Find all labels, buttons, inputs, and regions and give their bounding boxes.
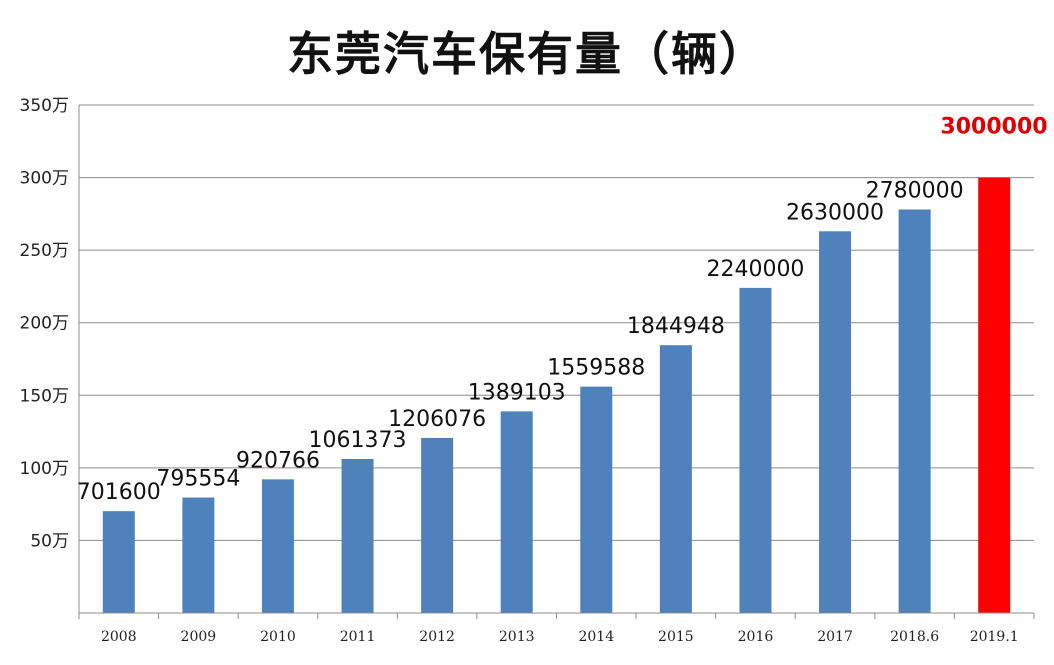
- data-label: 1559588: [547, 356, 645, 381]
- gridlines: [79, 104, 1034, 541]
- y-tick-label: 350万: [20, 96, 69, 116]
- x-tick-label: 2015: [658, 629, 694, 645]
- bar-highlight: [978, 177, 1011, 614]
- x-tick-label: 2011: [340, 629, 376, 645]
- bar: [182, 497, 215, 613]
- bar: [659, 345, 692, 613]
- chart-title: 东莞汽车保有量（辆）: [287, 27, 767, 81]
- y-tick-label: 250万: [20, 241, 69, 261]
- x-tick-label: 2009: [181, 629, 217, 645]
- bar: [500, 411, 533, 613]
- data-label: 1844948: [627, 314, 725, 339]
- data-label: 1061373: [309, 428, 407, 453]
- data-labels: 7016007955549207661061373120607613891031…: [77, 115, 1048, 506]
- x-tick-label: 2014: [578, 629, 614, 645]
- y-tick-label: 200万: [20, 314, 69, 334]
- bar: [421, 437, 454, 613]
- y-tick-label: 150万: [20, 386, 69, 406]
- y-tick-label: 50万: [30, 531, 69, 551]
- bars: [102, 177, 1011, 614]
- data-label: 2240000: [706, 257, 804, 282]
- x-tick-label: 2018.6: [890, 629, 939, 645]
- x-tick-label: 2013: [499, 629, 535, 645]
- x-tick-label: 2016: [738, 629, 774, 645]
- x-tick-label: 2017: [817, 629, 853, 645]
- bar: [898, 209, 931, 613]
- axes: 50万 100万 150万 200万 250万 300万 350万 2008 2009 2010 2…: [20, 96, 1035, 645]
- bar: [819, 231, 852, 613]
- x-tick-label: 2008: [101, 629, 137, 645]
- x-tick-label: 2019.1: [970, 629, 1019, 645]
- bar: [739, 287, 772, 613]
- y-tick-label: 100万: [20, 459, 69, 479]
- data-label: 701600: [77, 480, 161, 505]
- x-tick-label: 2012: [419, 629, 455, 645]
- data-label: 2630000: [786, 200, 884, 225]
- data-label: 1389103: [468, 380, 566, 405]
- x-tick-label: 2010: [260, 629, 296, 645]
- data-label: 2780000: [866, 179, 964, 204]
- data-label: 795554: [156, 467, 240, 492]
- data-label: 920766: [236, 448, 320, 473]
- data-label: 1206076: [388, 407, 486, 432]
- bar: [102, 511, 135, 613]
- data-label: 3000000: [940, 115, 1047, 140]
- bar: [580, 386, 613, 613]
- bar: [341, 458, 374, 613]
- y-tick-label: 300万: [20, 169, 69, 189]
- bar: [261, 479, 294, 613]
